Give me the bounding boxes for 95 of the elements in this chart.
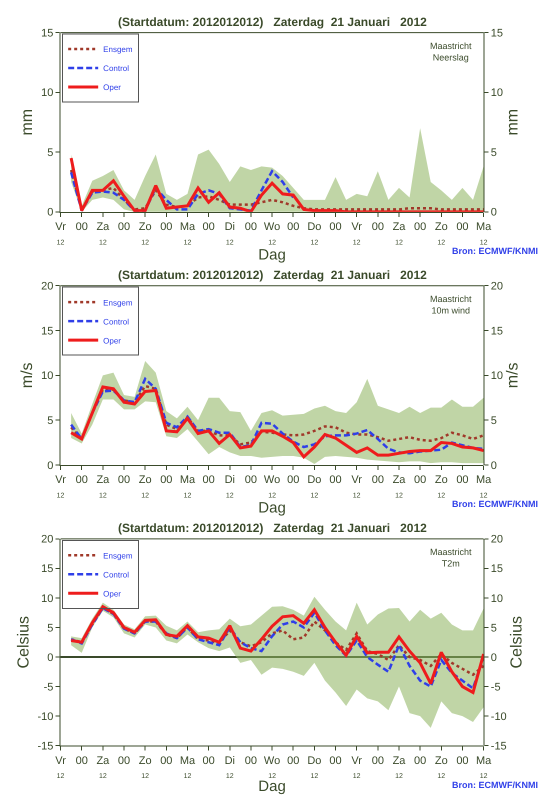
legend-label: Oper: [103, 336, 122, 346]
legend-label: Ensgem: [103, 298, 133, 308]
y2-tick-label: 10: [490, 87, 504, 100]
x-tick-label: 00: [456, 474, 469, 486]
x-tick-label: 00: [202, 221, 215, 234]
x-tick-label: 00: [287, 474, 300, 486]
x-tick-label: 00: [372, 474, 384, 486]
line-series: [70, 384, 484, 446]
y-tick-label: 0: [47, 460, 54, 472]
y-tick-label: -10: [37, 710, 54, 723]
line-series: [70, 170, 294, 212]
x-tick-label: 00: [160, 221, 172, 234]
y-tick-label: 15: [41, 563, 54, 576]
x-tick-label: 00: [160, 474, 172, 486]
y-tick-label: 20: [41, 280, 54, 293]
x-tick-label: 00: [456, 221, 469, 234]
x-tick-label: 00: [118, 474, 130, 486]
y2-tick-label: 15: [490, 325, 504, 338]
y2-tick-label: 15: [490, 27, 504, 40]
legend-label: Oper: [103, 83, 122, 92]
y-tick-label: 15: [41, 27, 54, 40]
x-axis-title: Dag: [258, 499, 286, 516]
y2-tick-label: 0: [490, 652, 497, 664]
annotation: Maastricht T2m: [430, 547, 472, 569]
y2-tick-label: 20: [490, 280, 504, 293]
legend-label: Control: [103, 570, 130, 580]
x-tick-label: 00: [287, 221, 300, 234]
x-tick-label: 00: [372, 754, 384, 767]
legend-label: Control: [103, 64, 130, 74]
y2-axis-title: m/s: [504, 362, 522, 388]
y2-tick-label: 0: [490, 460, 497, 472]
y-axis-title: m/s: [19, 362, 36, 388]
y-tick-label: 5: [47, 414, 54, 427]
chart-title: (Startdatum: 2012012012) Zaterdag 21 Januari 2012: [118, 15, 428, 29]
text: Bron: ECMWF/KNMI: [452, 246, 538, 256]
x-tick-label: 00: [414, 474, 426, 486]
y-tick-label: 5: [47, 622, 54, 634]
y2-tick-label: 5: [490, 414, 497, 427]
x-tick-label: 00: [244, 221, 258, 234]
annotation: Maastricht 10m wind: [430, 294, 472, 316]
y2-axis-title: mm: [504, 108, 522, 136]
x-tick-label: 00: [160, 754, 172, 767]
y-tick-label: -5: [44, 681, 54, 694]
x-tick-label: 00: [287, 754, 300, 767]
x-tick-label: 00: [329, 474, 342, 486]
legend-label: Ensgem: [103, 45, 133, 54]
x-axis-title: Dag: [258, 778, 286, 795]
annotation: Maastricht Neerslag: [430, 41, 472, 63]
y-axis-title: Celsius: [15, 616, 32, 668]
x-tick-label: 00: [118, 221, 130, 234]
y2-tick-label: -10: [490, 710, 507, 723]
x-tick-label: 00: [118, 754, 130, 767]
x-tick-label: 00: [76, 474, 88, 486]
text: Bron: ECMWF/KNMI: [452, 780, 538, 790]
y2-tick-label: 10: [490, 370, 504, 382]
x-tick-label: 00: [456, 754, 469, 767]
y2-tick-label: 20: [490, 534, 504, 546]
y-tick-label: 20: [41, 534, 54, 546]
x-tick-label: 00: [202, 754, 215, 767]
x-tick-label: 00: [244, 754, 258, 767]
x-tick-label: 00: [329, 754, 342, 767]
text: Bron: ECMWF/KNMI: [452, 499, 538, 509]
y-tick-label: 0: [47, 652, 54, 664]
x-tick-label: 00: [372, 221, 384, 234]
y-tick-label: 10: [41, 87, 54, 100]
x-tick-label: 00: [329, 221, 342, 234]
x-tick-label: 00: [414, 754, 426, 767]
legend-label: Control: [103, 317, 130, 326]
y2-tick-label: -5: [490, 681, 501, 694]
y2-axis-title: Celsius: [508, 616, 526, 668]
legend-label: Ensgem: [103, 551, 133, 560]
x-tick-label: 00: [76, 754, 88, 767]
y2-tick-label: -15: [490, 740, 507, 752]
y-tick-label: 15: [41, 325, 54, 338]
y2-tick-label: 5: [490, 622, 497, 634]
chart-title: (Startdatum: 2012012012) Zaterdag 21 Januari 2012: [118, 521, 428, 535]
y-tick-label: -15: [37, 740, 54, 752]
y-axis-title: mm: [19, 108, 36, 136]
x-axis-title: Dag: [258, 246, 286, 264]
y-tick-label: 10: [41, 592, 54, 605]
y-tick-label: 0: [47, 206, 54, 219]
legend-label: Oper: [103, 589, 122, 598]
y-tick-label: 5: [47, 146, 54, 159]
x-tick-label: 00: [414, 221, 426, 234]
line-series: [70, 156, 484, 212]
x-tick-label: 00: [202, 474, 215, 486]
y2-tick-label: 10: [490, 592, 504, 605]
chart-title: (Startdatum: 2012012012) Zaterdag 21 Januari 2012: [118, 268, 428, 282]
y2-tick-label: 0: [490, 206, 497, 219]
line-series: [70, 168, 484, 211]
x-tick-label: 00: [244, 474, 258, 486]
y2-tick-label: 15: [490, 563, 504, 576]
y2-tick-label: 5: [490, 146, 497, 159]
y-tick-label: 10: [41, 370, 54, 382]
x-tick-label: 00: [76, 221, 88, 234]
